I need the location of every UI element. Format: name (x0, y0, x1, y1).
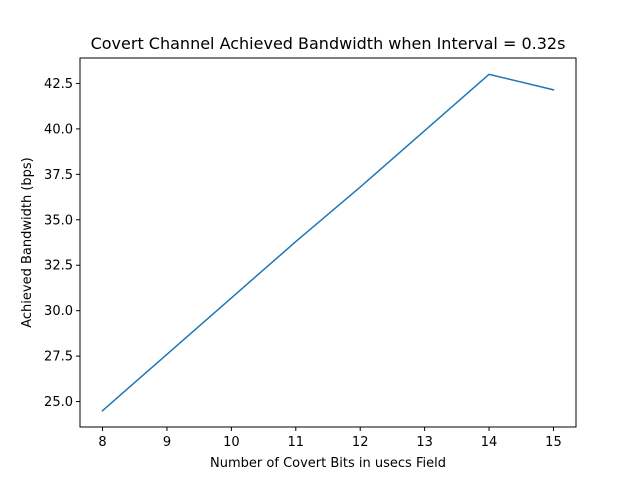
y-tick-label: 35.0 (44, 213, 73, 228)
y-axis-label: Achieved Bandwidth (bps) (20, 157, 35, 328)
x-tick-label: 10 (223, 435, 240, 450)
y-tick-label: 42.5 (44, 77, 73, 92)
y-tick-label: 30.0 (44, 304, 73, 319)
y-tick-label: 25.0 (44, 395, 73, 410)
x-tick-label: 9 (163, 435, 171, 450)
y-tick-label: 27.5 (44, 350, 73, 365)
x-tick-label: 11 (288, 435, 305, 450)
y-tick-label: 32.5 (44, 259, 73, 274)
y-tick-label: 37.5 (44, 168, 73, 183)
series-line-0 (101, 73, 555, 412)
x-axis-label: Number of Covert Bits in usecs Field (210, 456, 446, 471)
chart-title: Covert Channel Achieved Bandwidth when I… (91, 34, 566, 53)
y-tick-label: 40.0 (44, 122, 73, 137)
y-ticks: 25.0 27.5 30.0 32.5 35.0 37.5 40.0 42.5 (44, 77, 80, 410)
plot-frame (79, 57, 577, 428)
plot-area (80, 58, 576, 427)
x-tick-label: 15 (545, 435, 562, 450)
x-tick-label: 12 (352, 435, 369, 450)
series-layer (101, 73, 555, 412)
x-tick-label: 14 (481, 435, 498, 450)
x-ticks: 8 9 10 11 12 13 14 15 (98, 427, 562, 450)
x-tick-label: 13 (416, 435, 433, 450)
x-tick-label: 8 (98, 435, 106, 450)
